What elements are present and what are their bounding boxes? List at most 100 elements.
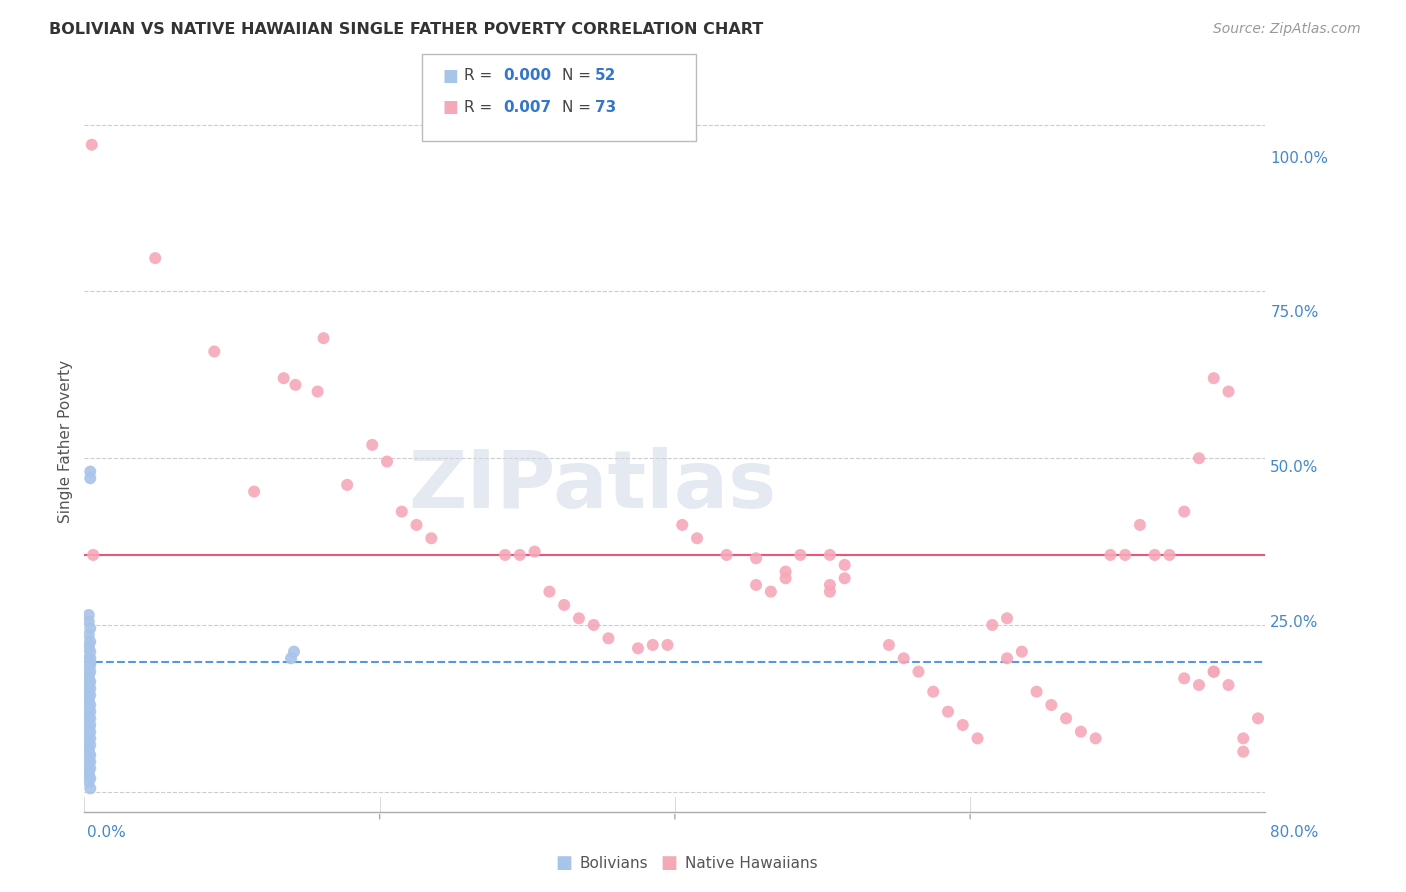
Point <box>170 477 193 491</box>
Point <box>1015 644 1038 658</box>
Text: Bolivians: Bolivians <box>579 856 648 871</box>
Point <box>356 644 378 658</box>
Point <box>866 558 889 572</box>
Point <box>1152 549 1174 563</box>
Point <box>170 694 193 708</box>
Point <box>1192 669 1215 683</box>
Point <box>170 719 193 733</box>
Point <box>169 675 191 690</box>
Point <box>380 397 402 411</box>
Point <box>866 570 889 584</box>
Point <box>231 273 253 287</box>
Text: ■: ■ <box>443 98 458 116</box>
Text: N =: N = <box>562 100 596 114</box>
Point <box>811 564 834 578</box>
Point <box>1015 607 1038 622</box>
Point <box>169 753 191 767</box>
Point <box>485 533 508 548</box>
Point <box>170 666 193 681</box>
Point <box>169 731 191 746</box>
Point <box>634 614 657 628</box>
Point <box>169 660 191 674</box>
Point <box>170 644 193 658</box>
Point <box>349 384 371 399</box>
Point <box>1180 663 1202 677</box>
Point <box>170 706 193 721</box>
Point <box>360 391 382 405</box>
Text: Source: ZipAtlas.com: Source: ZipAtlas.com <box>1213 22 1361 37</box>
Point <box>170 657 193 671</box>
Point <box>852 576 875 591</box>
Text: R =: R = <box>464 100 498 114</box>
Text: ZIPatlas: ZIPatlas <box>460 452 828 531</box>
Point <box>173 549 195 563</box>
Point <box>169 690 191 705</box>
Point <box>852 549 875 563</box>
Point <box>430 446 453 460</box>
Text: ■: ■ <box>443 67 458 85</box>
Point <box>1206 384 1229 399</box>
Point <box>1166 549 1188 563</box>
Point <box>648 626 671 640</box>
Point <box>169 635 191 649</box>
Point <box>169 669 191 683</box>
Point <box>1180 508 1202 523</box>
Point <box>1043 675 1066 690</box>
Point <box>797 582 820 597</box>
Point <box>1029 639 1052 653</box>
Point <box>621 607 644 622</box>
Point <box>170 713 193 727</box>
Point <box>1233 731 1256 746</box>
Point <box>169 743 191 757</box>
Point <box>170 650 193 665</box>
Text: 52: 52 <box>595 69 616 83</box>
Point <box>169 715 191 730</box>
Point <box>169 759 191 773</box>
Point <box>172 168 194 182</box>
Point <box>471 521 494 535</box>
Point <box>1247 700 1270 714</box>
Point <box>948 675 970 690</box>
Point <box>169 749 191 764</box>
Point <box>169 728 191 742</box>
Text: 73: 73 <box>595 100 616 114</box>
Point <box>169 738 191 752</box>
Point <box>170 629 193 643</box>
Point <box>169 610 191 624</box>
Point <box>170 725 193 739</box>
Point <box>1220 397 1243 411</box>
Point <box>170 648 193 662</box>
Point <box>921 644 943 658</box>
Point <box>169 663 191 677</box>
Point <box>675 635 697 649</box>
Point <box>1233 719 1256 733</box>
Point <box>811 570 834 584</box>
Point <box>974 706 997 721</box>
Text: R =: R = <box>464 69 498 83</box>
Point <box>321 490 343 504</box>
Point <box>1139 521 1161 535</box>
Point <box>567 549 589 563</box>
Point <box>962 694 984 708</box>
Text: 0.000: 0.000 <box>503 69 551 83</box>
Point <box>756 549 779 563</box>
Point <box>169 644 191 658</box>
Point <box>169 654 191 668</box>
Point <box>169 703 191 717</box>
Point <box>170 700 193 714</box>
Point <box>170 734 193 748</box>
Point <box>170 747 193 761</box>
Point <box>170 765 193 780</box>
Point <box>457 508 479 523</box>
Point <box>169 697 191 711</box>
Point <box>1057 688 1080 702</box>
Point <box>169 623 191 637</box>
Point <box>593 582 616 597</box>
Text: 0.007: 0.007 <box>503 100 551 114</box>
Point <box>170 756 193 770</box>
Point <box>716 521 738 535</box>
Point <box>170 639 193 653</box>
Point <box>169 722 191 736</box>
Point <box>1070 700 1092 714</box>
Point <box>825 549 848 563</box>
